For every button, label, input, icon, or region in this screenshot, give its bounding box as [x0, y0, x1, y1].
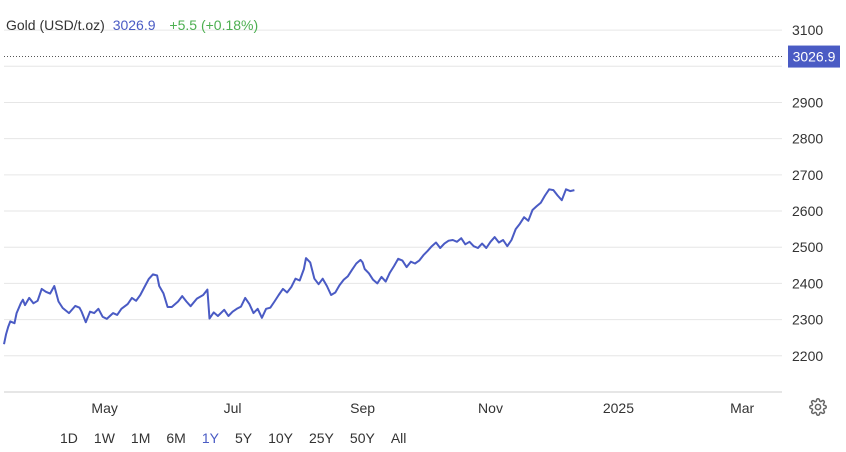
x-tick-label: Nov	[478, 400, 503, 416]
x-tick-label: May	[91, 400, 117, 416]
range-button-5y[interactable]: 5Y	[234, 430, 253, 446]
y-tick-label: 2200	[792, 348, 823, 364]
x-tick-label: Sep	[350, 400, 375, 416]
y-tick-label: 2700	[792, 167, 823, 183]
chart-grid	[4, 29, 782, 357]
range-button-50y[interactable]: 50Y	[349, 430, 375, 446]
range-button-all[interactable]: All	[390, 430, 407, 446]
chart-header: Gold (USD/t.oz) 3026.9 +5.5 (+0.18%)	[6, 17, 258, 33]
range-button-1w[interactable]: 1W	[93, 430, 115, 446]
current-price: 3026.9	[112, 17, 156, 33]
series-line	[3, 188, 575, 345]
range-button-25y[interactable]: 25Y	[308, 430, 334, 446]
range-button-6m[interactable]: 6M	[166, 430, 186, 446]
y-tick-label: 2500	[792, 239, 823, 255]
last-price-label: 3026.9	[788, 45, 840, 68]
gear-icon[interactable]	[809, 398, 827, 416]
y-tick-label: 2400	[792, 275, 823, 291]
range-button-1y[interactable]: 1Y	[201, 430, 219, 446]
x-tick-label: Jul	[224, 400, 242, 416]
last-price-label-bg	[788, 45, 840, 68]
x-axis-ticks: May Jul Sep Nov 2025 Mar	[91, 400, 754, 416]
y-tick-label: 3100	[792, 22, 823, 38]
y-tick-label: 2800	[792, 131, 823, 147]
y-tick-label: 2600	[792, 203, 823, 219]
instrument-title: Gold (USD/t.oz)	[6, 17, 105, 33]
range-selector: 1D 1W 1M 6M 1Y 5Y 10Y 25Y 50Y All	[60, 430, 422, 446]
y-tick-label: 2300	[792, 312, 823, 328]
price-change: +5.5 (+0.18%)	[169, 17, 259, 33]
last-price-label-text: 3026.9	[793, 49, 836, 65]
range-button-1m[interactable]: 1M	[130, 430, 151, 446]
range-button-10y[interactable]: 10Y	[268, 430, 293, 446]
range-button-1d[interactable]: 1D	[60, 430, 78, 446]
y-tick-label: 2900	[792, 94, 823, 110]
x-tick-label: Mar	[730, 400, 754, 416]
x-tick-label: 2025	[603, 400, 634, 416]
y-axis-ticks: 2200 2300 2400 2500 2600 2700 2800 2900 3100	[792, 22, 823, 364]
